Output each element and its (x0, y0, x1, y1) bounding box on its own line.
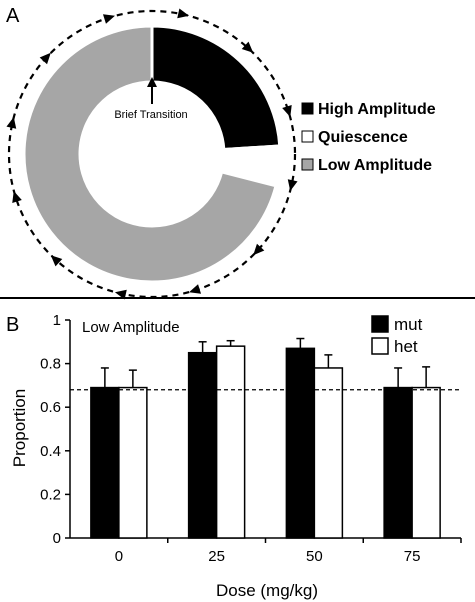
y-tick-label: 0.6 (40, 399, 61, 416)
bar-chart: 0 0.2 0.4 0.6 0.8 1 0 25 50 75 mut het (40, 312, 462, 565)
legend-swatch-mut (371, 315, 389, 333)
legend-swatch (301, 158, 314, 171)
cycle-arrowhead (189, 284, 202, 294)
x-axis-title: Dose (mg/kg) (216, 581, 318, 600)
legend-label: Quiescence (318, 129, 408, 146)
bar-mut-75 (383, 386, 413, 539)
bar-mut-25 (187, 351, 218, 539)
y-axis-title: Proportion (10, 389, 29, 467)
cycle-arrowhead (39, 52, 51, 65)
x-tick-label: 25 (208, 548, 225, 565)
cycle-arrowhead (287, 179, 298, 192)
x-tick-label: 75 (404, 548, 421, 565)
y-tick-label: 0.4 (40, 443, 61, 460)
x-tick-label: 50 (306, 548, 323, 565)
brief-transition-annotation: Brief Transition (114, 77, 188, 121)
panel-a-letter: A (6, 5, 20, 27)
legend-swatch-het (371, 337, 389, 355)
bar-mut-50 (285, 347, 316, 539)
cycle-arrowhead (102, 14, 115, 24)
y-tick-label: 1 (53, 312, 61, 329)
y-tick-label: 0 (53, 530, 61, 547)
cycle-arrowhead (282, 104, 292, 117)
panel-b-letter: B (6, 314, 19, 336)
y-tick-label: 0.2 (40, 486, 61, 503)
bar-chart-title: Low Amplitude (82, 319, 180, 336)
bar-het-50 (313, 367, 344, 539)
x-tick-label: 0 (115, 548, 123, 565)
legend-label: Low Amplitude (318, 157, 432, 174)
cycle-arrowhead (12, 191, 22, 204)
donut-chart (22, 24, 282, 284)
bar-het-25 (215, 345, 246, 539)
legend-swatch (301, 102, 314, 115)
cycle-arrowhead (241, 41, 254, 53)
bar-mut-0 (90, 386, 120, 539)
legend-label-mut: mut (394, 315, 423, 334)
y-tick-label: 0.8 (40, 356, 61, 373)
legend-label: High Amplitude (318, 101, 436, 118)
cycle-arrowhead (177, 8, 190, 19)
donut-legend: High Amplitude Quiescence Low Amplitude (301, 101, 436, 174)
cycle-arrowhead (253, 243, 265, 256)
legend-label-het: het (394, 337, 418, 356)
bar-het-0 (118, 386, 148, 539)
bar-het-75 (411, 386, 441, 539)
donut-slice-low-amplitude (22, 24, 278, 284)
legend-swatch (301, 130, 314, 143)
cycle-arrowhead (50, 255, 63, 267)
cycle-arrowhead (6, 116, 17, 129)
brief-transition-label: Brief Transition (114, 109, 187, 121)
donut-slice-high-amplitude (150, 24, 282, 152)
